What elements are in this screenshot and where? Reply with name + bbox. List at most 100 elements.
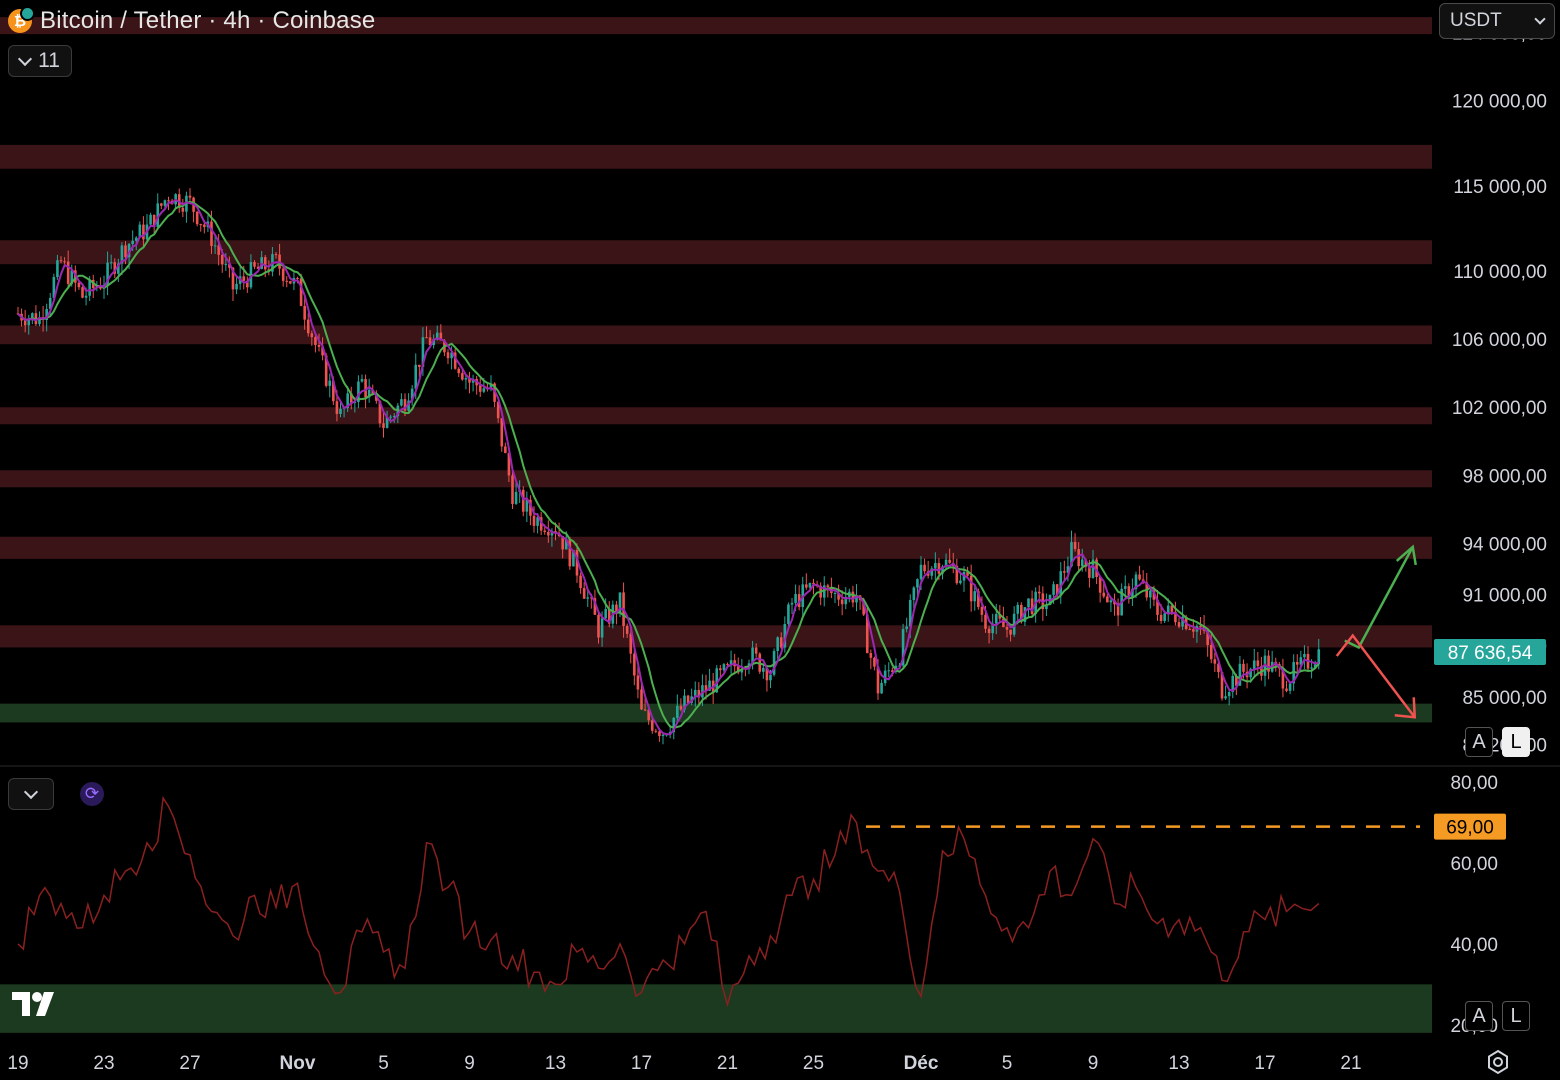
price-axis-label: 98 000,00	[1462, 466, 1547, 487]
candle-body	[779, 637, 783, 648]
candle-body	[131, 240, 134, 244]
candle-body	[736, 666, 740, 673]
candle-body	[593, 598, 597, 615]
candle-body	[403, 399, 407, 411]
candle-body	[568, 538, 572, 567]
symbol-header[interactable]: ₿ Bitcoin / Tether · 4h · Coinbase	[8, 4, 375, 38]
bitcoin-icon: ₿	[8, 6, 35, 33]
candle-body	[536, 517, 539, 526]
gear-icon[interactable]	[1484, 1048, 1512, 1076]
candle-body	[539, 517, 543, 531]
candle-body	[385, 417, 389, 428]
rsi-line	[17, 795, 1320, 1008]
candle-body	[378, 400, 382, 424]
candle-body	[418, 364, 421, 367]
price-axis-label: 115 000,00	[1453, 177, 1547, 198]
candle-body	[1127, 586, 1131, 598]
time-axis-label: 19	[7, 1053, 28, 1074]
candle-body	[959, 580, 962, 584]
candle-body	[1177, 622, 1181, 627]
candle-body	[106, 262, 109, 285]
candle-body	[977, 591, 980, 607]
resistance-zone	[0, 325, 1432, 345]
candle-body	[167, 200, 170, 202]
candle-body	[808, 582, 812, 588]
candle-body	[210, 221, 213, 246]
candle-body	[547, 532, 550, 536]
candle-body	[840, 599, 844, 605]
candle-body	[1256, 660, 1260, 667]
time-axis-label: 13	[545, 1053, 566, 1074]
candle-body	[640, 689, 643, 710]
candle-body	[432, 338, 435, 346]
candle-body	[1303, 653, 1306, 658]
candle-body	[887, 670, 891, 672]
candle-body	[59, 260, 63, 262]
candle-body	[1002, 618, 1005, 628]
candle-body	[994, 614, 998, 624]
candle-body	[1174, 611, 1177, 623]
candle-body	[987, 628, 991, 634]
candle-body	[754, 647, 758, 654]
candle-body	[650, 720, 654, 731]
candle-body	[776, 637, 779, 652]
rsi-axis-label: 80,00	[1450, 773, 1498, 794]
candle-body	[117, 263, 120, 274]
candle-body	[349, 393, 353, 403]
resistance-zone	[0, 144, 1432, 169]
rsi-pane-collapse-button[interactable]	[8, 778, 54, 810]
time-axis-label: 25	[803, 1053, 824, 1074]
candle-body	[629, 633, 633, 654]
rsi-log-scale-button[interactable]: L	[1502, 1001, 1530, 1031]
candle-body	[1159, 614, 1163, 621]
candle-body	[52, 277, 56, 298]
candle-body	[56, 260, 59, 278]
rsi-auto-scale-button[interactable]: A	[1465, 1001, 1493, 1031]
candle-body	[916, 579, 919, 588]
candle-body	[1224, 696, 1227, 699]
candle-body	[407, 400, 410, 411]
resistance-zone	[0, 625, 1432, 648]
time-axis-label: 13	[1168, 1053, 1189, 1074]
candle-body	[1134, 574, 1138, 589]
candle-body	[643, 709, 647, 711]
candle-body	[865, 614, 869, 654]
indicators-collapse-button[interactable]: 11	[8, 45, 72, 77]
candle-body	[231, 267, 235, 290]
chevron-down-icon	[1534, 13, 1546, 25]
candle-body	[880, 682, 883, 694]
candle-body	[647, 709, 650, 721]
candle-body	[84, 295, 88, 298]
candle-body	[382, 423, 385, 428]
sync-icon[interactable]: ⟳	[80, 782, 104, 806]
candle-body	[590, 597, 593, 599]
currency-select[interactable]: USDT	[1439, 3, 1555, 39]
candle-body	[633, 653, 636, 676]
candle-body	[891, 670, 894, 672]
candle-body	[289, 281, 292, 284]
candle-body	[120, 245, 124, 264]
candle-body	[425, 337, 428, 339]
log-scale-button[interactable]: L	[1502, 727, 1530, 757]
time-axis-label: 23	[93, 1053, 114, 1074]
candle-body	[597, 614, 600, 638]
candle-body	[339, 408, 342, 414]
candle-body	[1170, 605, 1174, 612]
bullish-arrowhead	[1395, 544, 1417, 566]
candle-body	[765, 668, 769, 681]
candle-body	[453, 352, 457, 369]
candle-body	[625, 626, 629, 634]
candle-body	[1095, 559, 1098, 578]
auto-scale-button[interactable]: A	[1465, 727, 1493, 757]
candle-body	[109, 262, 113, 264]
tradingview-logo	[12, 992, 54, 1016]
time-axis-label: 9	[464, 1053, 475, 1074]
candle-body	[855, 595, 858, 603]
candle-body	[127, 243, 131, 258]
moving-average-slow	[17, 200, 1320, 729]
candle-body	[607, 609, 611, 624]
candle-body	[693, 689, 697, 697]
candle-body	[400, 399, 403, 406]
price-axis-label: 110 000,00	[1453, 262, 1547, 283]
